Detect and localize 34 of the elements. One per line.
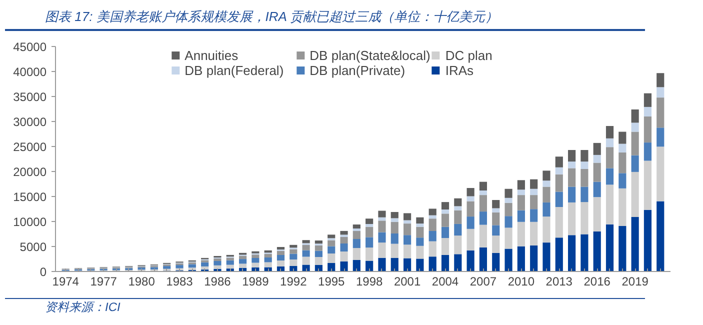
x-tick-label: 1992 [280, 274, 308, 288]
y-tick-label: 0 [40, 264, 47, 279]
legend-label: DC plan [445, 48, 494, 63]
y-tick-label: 5000 [20, 240, 47, 254]
y-tick-label: 25000 [13, 140, 47, 154]
x-tick-label: 2019 [622, 274, 649, 288]
y-tick-label: 40000 [13, 64, 47, 79]
x-tick-label: 2013 [546, 274, 573, 288]
x-tick-label: 1980 [128, 274, 156, 288]
y-tick-label: 45000 [13, 40, 47, 54]
legend-label: DB plan(Private) [310, 62, 406, 78]
x-tick-label: 1995 [318, 274, 346, 288]
y-tick-label: 15000 [13, 190, 47, 204]
legend-label: Annuities [184, 48, 240, 63]
x-tick-label: 2010 [508, 274, 535, 288]
text: 资料来源：ICI [45, 298, 120, 316]
legend-label: DB plan(State&local) [310, 48, 430, 63]
x-tick-label: 1983 [166, 274, 194, 288]
x-tick-label: 1974 [52, 274, 80, 288]
x-tick-label: 1989 [242, 274, 270, 288]
x-tick-label: 1977 [90, 274, 118, 288]
x-tick-label: 1986 [204, 274, 232, 288]
x-tick-label: 2004 [432, 274, 459, 288]
x-tick-label: 2016 [584, 274, 611, 288]
x-tick-label: 1998 [356, 274, 383, 288]
y-tick-label: 10000 [13, 214, 47, 229]
legend-label: IRAs [445, 62, 474, 78]
legend-label: DB plan(Federal) [184, 62, 285, 78]
y-tick-label: 20000 [13, 164, 47, 179]
chart-title: 图表 17: 美国养老账户体系规模发展，IRA 贡献已超过三成（单位：十亿美元） [45, 8, 498, 26]
x-tick-label: 2007 [470, 274, 497, 288]
y-tick-label: 35000 [13, 90, 47, 104]
x-tick-label: 2001 [394, 274, 421, 288]
y-tick-label: 30000 [13, 114, 47, 129]
